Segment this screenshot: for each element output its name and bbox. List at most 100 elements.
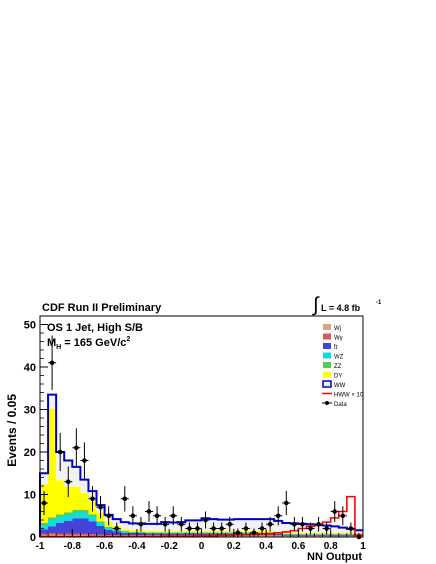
bar-tt-0 [40,529,49,534]
annotation-channel: OS 1 Jet, High S/B [47,322,143,334]
data-marker [292,521,297,527]
bar-wz-1 [48,520,57,527]
bar-wj-23 [225,535,234,537]
bar-wz-14 [153,532,162,534]
x-tick-label: 0.6 [291,541,305,552]
data-point-27 [258,522,267,535]
bar-wz-8 [104,527,113,530]
bar-ww-36 [330,526,339,534]
data-point-19 [193,522,202,535]
bar-dy-3 [64,486,73,513]
data-marker [219,526,224,531]
bar-dy-20 [201,531,210,533]
bar-wz-7 [96,522,105,526]
bar-dy-30 [282,533,291,535]
bar-ww-16 [169,522,178,532]
data-marker [243,526,249,531]
x-tick-label: 0.2 [227,541,241,552]
data-marker [227,521,233,527]
data-marker [203,517,208,523]
x-axis-label: NN Output [307,551,362,563]
data-marker [267,521,273,527]
bar-wz-13 [144,532,154,534]
lumi-integral: ∫ [313,294,319,316]
legend-swatch [323,324,331,330]
y-tick-label: 30 [24,405,36,417]
data-point-4 [72,428,81,468]
data-marker [251,530,257,536]
bar-tt-33 [306,534,315,536]
data-point-35 [322,522,331,535]
bar-tt-8 [104,529,113,535]
legend-item-5: DY [323,371,342,380]
bar-w-16 [169,534,178,536]
data-marker [316,521,321,527]
bar-dy-32 [298,533,307,535]
data-point-28 [266,516,275,532]
bar-w-13 [144,534,154,536]
bar-wz-17 [177,532,186,534]
bar-ww-14 [153,523,162,532]
bar-ww-1 [48,394,57,410]
data-marker [348,526,354,531]
data-marker [65,479,71,485]
data-point-14 [153,506,162,526]
data-marker [340,513,346,519]
data-marker [90,496,95,502]
bar-tt-12 [136,533,145,535]
bar-ww-11 [128,523,137,531]
bar-w-27 [258,534,267,536]
data-marker [187,526,192,531]
bar-tt-14 [153,533,162,535]
data-point-7 [96,496,105,519]
bar-w-2 [56,533,65,535]
data-point-12 [136,516,145,532]
data-point-24 [233,528,242,537]
data-marker [162,521,168,527]
bar-w-11 [128,534,137,536]
annotation-mass-rest: = 165 GeV/c [61,337,126,349]
data-marker [41,500,47,506]
bar-tt-4 [72,518,81,534]
annotation-mass-m: M [47,337,56,349]
data-marker [179,521,184,527]
data-marker [332,509,338,514]
bar-wj-29 [274,535,283,537]
bar-w-29 [274,534,283,536]
legend: Wj Wγ t̄t WZ ZZ DY WW HWW × 10 Data [322,324,364,408]
bar-w-18 [185,534,194,536]
bar-tt-32 [298,534,307,536]
bar-tt-13 [144,533,154,535]
legend-label: Wγ [334,336,343,342]
data-point-23 [225,516,234,532]
x-tick-label: -0.6 [96,541,114,552]
legend-label: WZ [334,355,344,361]
bar-dy-4 [72,486,81,511]
y-tick-label: 0 [30,532,36,544]
bar-tt-7 [96,525,105,535]
lumi-exponent: -1 [376,300,382,306]
legend-swatch [323,343,331,349]
bar-ww-0 [40,473,49,485]
bar-w-4 [72,533,81,535]
bar-tt-31 [290,534,299,536]
data-marker [146,509,152,514]
legend-item-6: WW [322,380,346,389]
bar-wj-27 [258,535,267,537]
x-axis: -1 -0.8 -0.6 -0.4 -0.2 0 0.2 0.4 0.6 0.8 1 [36,529,366,552]
legend-label: ZZ [334,364,342,370]
data-point-36 [330,501,339,522]
bar-w-0 [40,533,49,535]
bar-dy-14 [153,531,162,533]
bar-tt-38 [346,534,355,536]
data-marker [130,513,136,519]
data-point-2 [56,432,65,472]
bar-w-10 [120,534,129,536]
data-point-33 [306,522,315,535]
legend-swatch [322,380,332,388]
data-point-25 [241,522,250,535]
legend-label: WW [334,383,346,389]
bar-w-6 [88,534,97,536]
bar-dy-31 [290,533,299,535]
bar-dy-5 [80,493,89,511]
